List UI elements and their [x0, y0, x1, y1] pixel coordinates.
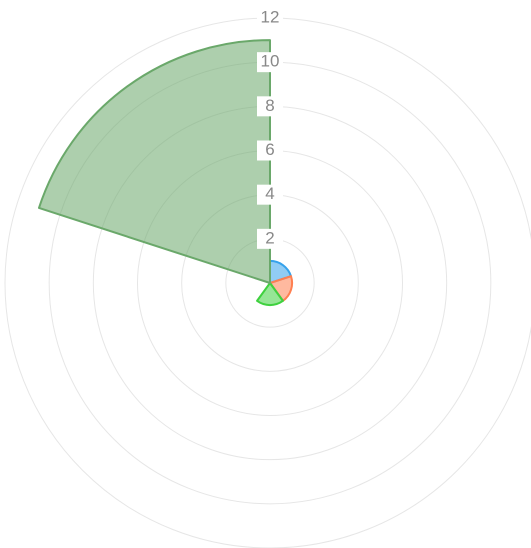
tick-label: 2 — [265, 228, 274, 247]
tick-backdrop — [257, 8, 283, 28]
tick-backdrop — [257, 52, 283, 73]
segment — [37, 39, 271, 284]
tick-backdrop — [257, 96, 283, 117]
tick-backdrop — [257, 228, 283, 249]
tick-label: 8 — [265, 96, 274, 115]
tick-label: 12 — [261, 7, 280, 26]
tick-label: 4 — [265, 184, 274, 203]
tick-label: 10 — [261, 52, 280, 71]
ticks: 2 4 6 8 10 12 — [257, 7, 283, 249]
tick-backdrop — [257, 184, 283, 205]
tick-backdrop — [257, 140, 283, 161]
segments — [37, 39, 294, 307]
segment — [256, 282, 284, 307]
tick-label: 6 — [265, 140, 274, 159]
